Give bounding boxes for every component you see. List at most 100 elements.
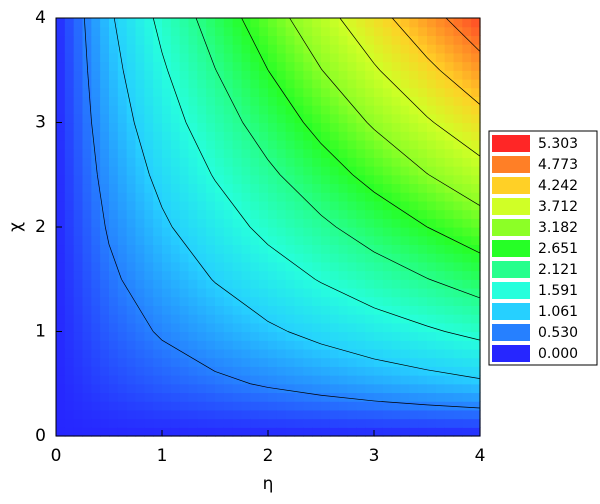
heat-cell — [189, 157, 198, 166]
heat-cell — [144, 62, 153, 71]
heat-cell — [436, 271, 445, 280]
heat-cell — [250, 271, 259, 280]
heat-cell — [91, 419, 100, 428]
heat-cell — [83, 227, 92, 236]
heat-cell — [206, 157, 215, 166]
heat-cell — [365, 218, 374, 227]
heat-cell — [392, 332, 401, 341]
heat-cell — [418, 323, 427, 332]
heat-cell — [215, 349, 224, 358]
heat-cell — [401, 366, 410, 375]
heat-cell — [427, 253, 436, 262]
heat-cell — [436, 62, 445, 71]
heat-cell — [56, 288, 65, 297]
heat-cell — [356, 62, 365, 71]
heat-cell — [365, 210, 374, 219]
heat-cell — [374, 70, 383, 79]
heat-cell — [427, 96, 436, 105]
heat-cell — [436, 375, 445, 384]
heat-cell — [206, 201, 215, 210]
heat-cell — [180, 183, 189, 192]
heat-cell — [321, 131, 330, 140]
heat-cell — [83, 271, 92, 280]
heat-cell — [215, 18, 224, 27]
heat-cell — [242, 27, 251, 36]
heat-cell — [339, 375, 348, 384]
heat-cell — [162, 410, 171, 419]
heat-cell — [171, 70, 180, 79]
heat-cell — [56, 18, 65, 27]
heat-cell — [233, 262, 242, 271]
heat-cell — [83, 349, 92, 358]
heat-cell — [224, 314, 233, 323]
heat-cell — [118, 332, 127, 341]
heat-cell — [259, 332, 268, 341]
heat-cell — [445, 201, 454, 210]
heat-cell — [462, 244, 471, 253]
heat-cell — [56, 131, 65, 140]
heat-cell — [295, 18, 304, 27]
heat-cell — [250, 201, 259, 210]
heat-cell — [65, 18, 74, 27]
heat-cell — [109, 401, 118, 410]
heat-cell — [471, 123, 480, 132]
heat-cell — [454, 262, 463, 271]
heat-cell — [83, 183, 92, 192]
heat-cell — [224, 62, 233, 71]
heat-cell — [180, 262, 189, 271]
heat-cell — [153, 157, 162, 166]
heat-cell — [83, 358, 92, 367]
heat-cell — [462, 175, 471, 184]
heat-cell — [321, 279, 330, 288]
heat-cell — [445, 384, 454, 393]
heat-cell — [427, 279, 436, 288]
heat-cell — [321, 123, 330, 132]
heat-cell — [162, 236, 171, 245]
heat-cell — [277, 349, 286, 358]
heat-cell — [348, 35, 357, 44]
heat-cell — [162, 253, 171, 262]
heat-cell — [277, 70, 286, 79]
heat-cell — [224, 166, 233, 175]
heat-cell — [109, 288, 118, 297]
heat-cell — [180, 218, 189, 227]
heat-cell — [65, 149, 74, 158]
heat-cell — [259, 62, 268, 71]
heat-cell — [127, 410, 136, 419]
heat-cell — [374, 375, 383, 384]
heat-cell — [374, 79, 383, 88]
heat-cell — [206, 35, 215, 44]
heat-cell — [427, 70, 436, 79]
heat-cell — [91, 305, 100, 314]
heat-cell — [392, 27, 401, 36]
heat-cell — [286, 340, 295, 349]
heat-cell — [268, 349, 277, 358]
heat-cell — [409, 384, 418, 393]
heat-cell — [374, 262, 383, 271]
heat-cell — [312, 79, 321, 88]
heat-cell — [197, 366, 206, 375]
heat-cell — [436, 175, 445, 184]
heat-cell — [162, 18, 171, 27]
heat-cell — [277, 210, 286, 219]
heat-cell — [171, 157, 180, 166]
heat-cell — [374, 297, 383, 306]
heat-cell — [471, 297, 480, 306]
heat-cell — [127, 227, 136, 236]
heat-cell — [312, 183, 321, 192]
heat-cell — [180, 323, 189, 332]
heat-cell — [242, 332, 251, 341]
heat-cell — [383, 131, 392, 140]
heat-cell — [100, 401, 109, 410]
heat-cell — [427, 358, 436, 367]
heat-cell — [197, 227, 206, 236]
heat-cell — [65, 35, 74, 44]
heat-cell — [409, 253, 418, 262]
heat-cell — [250, 401, 259, 410]
heat-cell — [109, 384, 118, 393]
heat-cell — [189, 88, 198, 97]
heat-cell — [427, 192, 436, 201]
heat-cell — [454, 227, 463, 236]
heat-cell — [445, 105, 454, 114]
heat-cell — [277, 166, 286, 175]
